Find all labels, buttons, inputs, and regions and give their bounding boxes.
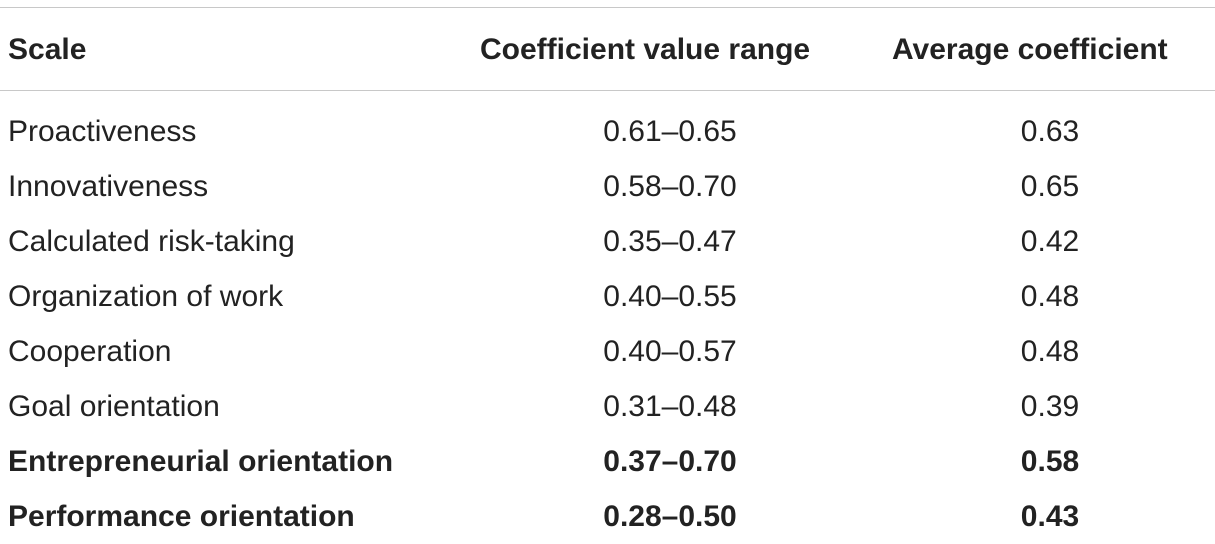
- row-range: 0.40–0.55: [603, 280, 737, 313]
- row-range: 0.58–0.70: [603, 170, 737, 203]
- row-scale: Performance orientation: [8, 500, 355, 533]
- row-range: 0.61–0.65: [603, 115, 737, 148]
- row-average: 0.48: [1020, 335, 1080, 368]
- row-range: 0.31–0.48: [603, 390, 737, 423]
- row-scale: Goal orientation: [8, 390, 220, 423]
- row-scale: Organization of work: [8, 280, 284, 313]
- table-row: Innovativeness 0.58–0.70 0.65: [0, 159, 1215, 214]
- row-scale: Proactiveness: [8, 115, 197, 148]
- table-header-row: Scale Coefficient value range Average co…: [0, 22, 1215, 77]
- row-average: 0.65: [1020, 170, 1080, 203]
- table-top-rule: [0, 7, 1215, 8]
- row-range: 0.40–0.57: [603, 335, 737, 368]
- header-scale: Scale: [8, 33, 87, 66]
- table-row: Cooperation 0.40–0.57 0.48: [0, 324, 1215, 379]
- header-average-coefficient: Average coefficient: [892, 33, 1168, 66]
- row-range: 0.37–0.70: [603, 445, 737, 478]
- row-range: 0.35–0.47: [603, 225, 737, 258]
- table-row: Calculated risk-taking 0.35–0.47 0.42: [0, 214, 1215, 269]
- table-row: Organization of work 0.40–0.55 0.48: [0, 269, 1215, 324]
- row-average: 0.58: [1020, 445, 1080, 478]
- row-scale: Innovativeness: [8, 170, 209, 203]
- table-row-summary: Entrepreneurial orientation 0.37–0.70 0.…: [0, 434, 1215, 489]
- row-average: 0.63: [1020, 115, 1080, 148]
- row-average: 0.39: [1020, 390, 1080, 423]
- table-row: Proactiveness 0.61–0.65 0.63: [0, 104, 1215, 159]
- table-row-summary: Performance orientation 0.28–0.50 0.43: [0, 489, 1215, 544]
- table-header-rule: [0, 90, 1215, 91]
- table-row: Goal orientation 0.31–0.48 0.39: [0, 379, 1215, 434]
- row-average: 0.43: [1020, 500, 1080, 533]
- row-average: 0.48: [1020, 280, 1080, 313]
- row-scale: Entrepreneurial orientation: [8, 445, 394, 478]
- row-scale: Calculated risk-taking: [8, 225, 295, 258]
- row-range: 0.28–0.50: [603, 500, 737, 533]
- row-average: 0.42: [1020, 225, 1080, 258]
- header-coefficient-range: Coefficient value range: [480, 33, 811, 66]
- row-scale: Cooperation: [8, 335, 172, 368]
